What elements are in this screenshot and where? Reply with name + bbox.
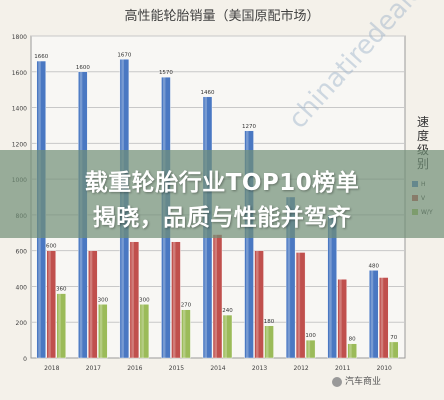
y-tick-label: 1600 (12, 70, 27, 77)
y-tick-label: 1800 (12, 34, 27, 41)
bar-v (379, 277, 389, 359)
bar-highlight (214, 234, 217, 358)
data-label: 300 (98, 297, 109, 303)
bar-v (212, 234, 223, 359)
y-tick-label: 1200 (12, 141, 27, 148)
legend-title-char: 度 (417, 128, 429, 143)
bar-v (337, 279, 347, 359)
x-tick-label: 2010 (377, 365, 392, 372)
data-label: 1570 (159, 70, 173, 76)
y-tick-label: 0 (23, 356, 27, 363)
bar-highlight (99, 304, 103, 358)
bar-highlight (48, 250, 51, 358)
data-label: 300 (139, 297, 150, 303)
data-label: 1270 (242, 124, 256, 130)
y-tick-label: 1400 (12, 106, 27, 113)
bar-v (88, 250, 98, 359)
bar-wy (222, 314, 233, 359)
bar-v (295, 252, 306, 359)
bar-highlight (329, 214, 332, 358)
data-label: 240 (222, 308, 233, 314)
bar-v (171, 241, 181, 359)
data-label: 600 (46, 244, 57, 250)
bar-highlight (370, 270, 374, 358)
bar-highlight (58, 293, 61, 358)
data-label: 100 (305, 333, 316, 339)
bar-highlight (246, 130, 249, 358)
bar-h (369, 270, 379, 359)
x-tick-label: 2017 (86, 365, 101, 372)
chart-title: 高性能轮胎销量（美国原配市场） (124, 8, 319, 24)
x-tick-label: 2016 (127, 365, 142, 372)
bar-highlight (380, 277, 384, 358)
bar-wy (264, 325, 274, 359)
y-tick-label: 600 (16, 249, 28, 256)
data-label: 80 (349, 337, 356, 343)
data-label: 1660 (34, 54, 48, 60)
bar-highlight (339, 279, 342, 358)
wechat-icon (332, 376, 342, 387)
bar-wy (305, 339, 316, 359)
bar-highlight (224, 315, 227, 358)
headline-banner (0, 150, 444, 238)
headline-line-1: 载重轮胎行业TOP10榜单 (84, 170, 360, 196)
bar-highlight (266, 325, 269, 358)
bar-wy (181, 309, 191, 359)
bar-highlight (182, 309, 186, 358)
credit-watermark: 汽车商业 (332, 374, 381, 387)
data-label: 270 (181, 303, 192, 309)
x-tick-label: 2012 (293, 365, 308, 372)
data-label: 480 (368, 263, 379, 269)
data-label: 360 (56, 287, 67, 293)
data-label: 1600 (76, 65, 90, 71)
bar-highlight (256, 250, 259, 358)
bar-highlight (141, 304, 144, 358)
x-tick-label: 2014 (210, 365, 225, 372)
bar-highlight (390, 341, 394, 358)
data-label: 1670 (117, 52, 131, 58)
credit-text: 汽车商业 (345, 377, 382, 387)
bar-wy (139, 304, 150, 359)
bar-v (46, 250, 56, 359)
legend-title-char: 速 (417, 115, 429, 129)
data-label: 1460 (201, 90, 215, 96)
bar-h (244, 130, 254, 359)
bar-highlight (287, 197, 291, 358)
x-tick-label: 2013 (252, 365, 267, 372)
bar-highlight (131, 241, 134, 358)
x-tick-label: 2011 (335, 365, 350, 372)
bar-highlight (89, 250, 93, 358)
x-tick-label: 2018 (44, 365, 59, 372)
bar-wy (389, 341, 399, 359)
bar-v (129, 241, 140, 359)
x-tick-label: 2015 (169, 365, 184, 372)
bar-highlight (349, 343, 352, 358)
bar-highlight (307, 340, 311, 358)
y-tick-label: 200 (16, 320, 28, 327)
bar-highlight (172, 241, 176, 358)
data-label: 70 (390, 335, 397, 341)
y-tick-label: 400 (16, 284, 28, 291)
bar-wy (56, 293, 66, 359)
bar-v (254, 250, 264, 359)
data-label: 180 (264, 319, 275, 325)
bar-highlight (297, 252, 301, 358)
bar-wy (98, 304, 108, 359)
headline-line-2: 揭晓，品质与性能并驾齐 (92, 205, 352, 231)
bar-wy (347, 343, 357, 359)
